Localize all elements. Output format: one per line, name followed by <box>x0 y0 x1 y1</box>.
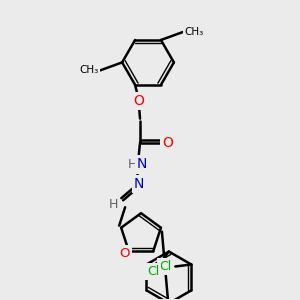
Text: O: O <box>163 136 173 150</box>
Text: Cl: Cl <box>159 260 172 273</box>
Text: CH₃: CH₃ <box>185 27 204 37</box>
Text: H: H <box>109 198 118 211</box>
Text: N: N <box>134 177 144 191</box>
Text: O: O <box>134 94 145 108</box>
Text: O: O <box>119 247 130 260</box>
Text: N: N <box>137 158 147 171</box>
Text: H: H <box>128 158 137 171</box>
Text: CH₃: CH₃ <box>79 65 98 75</box>
Text: Cl: Cl <box>147 265 159 278</box>
